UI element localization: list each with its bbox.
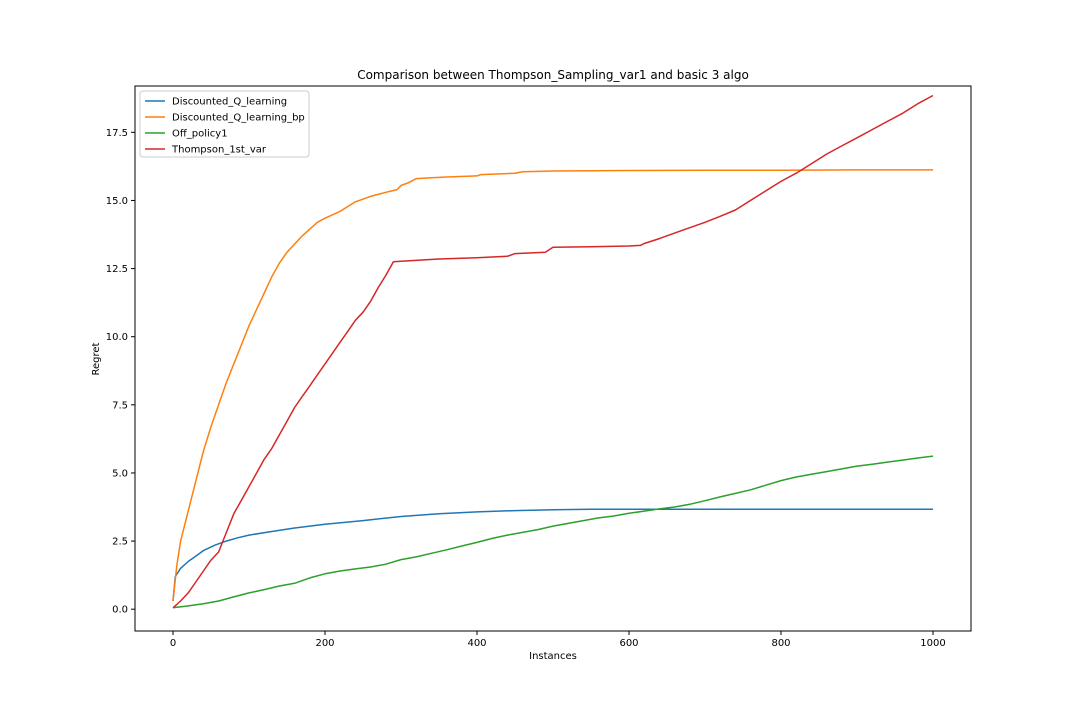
legend: Discounted_Q_learning Discounted_Q_learni…: [139, 90, 310, 158]
plot-frame: [134, 85, 972, 632]
legend-label-discounted-q-learning: Discounted_Q_learning: [172, 97, 287, 108]
y-axis-label: Regret: [91, 342, 102, 375]
y-tick-label: 15.0: [106, 196, 128, 207]
y-tick-label: 0.0: [112, 605, 128, 616]
x-axis: 0 200 400 600 800 1000: [170, 631, 946, 649]
x-tick-label: 200: [315, 638, 334, 649]
legend-box: [139, 90, 310, 158]
y-tick-label: 17.5: [106, 128, 128, 139]
x-tick-label: 800: [771, 638, 790, 649]
series-line-discounted-q-learning-bp: [172, 169, 933, 602]
legend-label-off-policy1: Off_policy1: [172, 129, 228, 140]
y-tick-label: 2.5: [112, 537, 128, 548]
legend-label-discounted-q-learning-bp: Discounted_Q_learning_bp: [172, 113, 305, 124]
y-tick-label: 12.5: [106, 264, 128, 275]
y-axis: 0.0 2.5 5.0 7.5 10.0 12.5 15.0 17.5: [106, 128, 135, 616]
x-axis-label: Instances: [529, 651, 577, 662]
series-line-discounted-q-learning: [172, 508, 933, 602]
legend-label-thompson-1st-var: Thompson_1st_var: [171, 145, 267, 156]
series-line-thompson-1st-var: [172, 94, 934, 609]
series-line-off-policy1: [172, 455, 934, 609]
x-tick-label: 600: [619, 638, 638, 649]
legend-items: Discounted_Q_learning Discounted_Q_learni…: [145, 97, 305, 156]
x-tick-label: 400: [467, 638, 486, 649]
chart-title: Comparison between Thompson_Sampling_var…: [357, 68, 749, 82]
x-tick-label: 1000: [920, 638, 945, 649]
x-tick-label: 0: [170, 638, 176, 649]
y-tick-label: 10.0: [106, 332, 128, 343]
plot-lines: [172, 94, 934, 609]
y-tick-label: 7.5: [112, 400, 128, 411]
y-tick-label: 5.0: [112, 468, 128, 479]
